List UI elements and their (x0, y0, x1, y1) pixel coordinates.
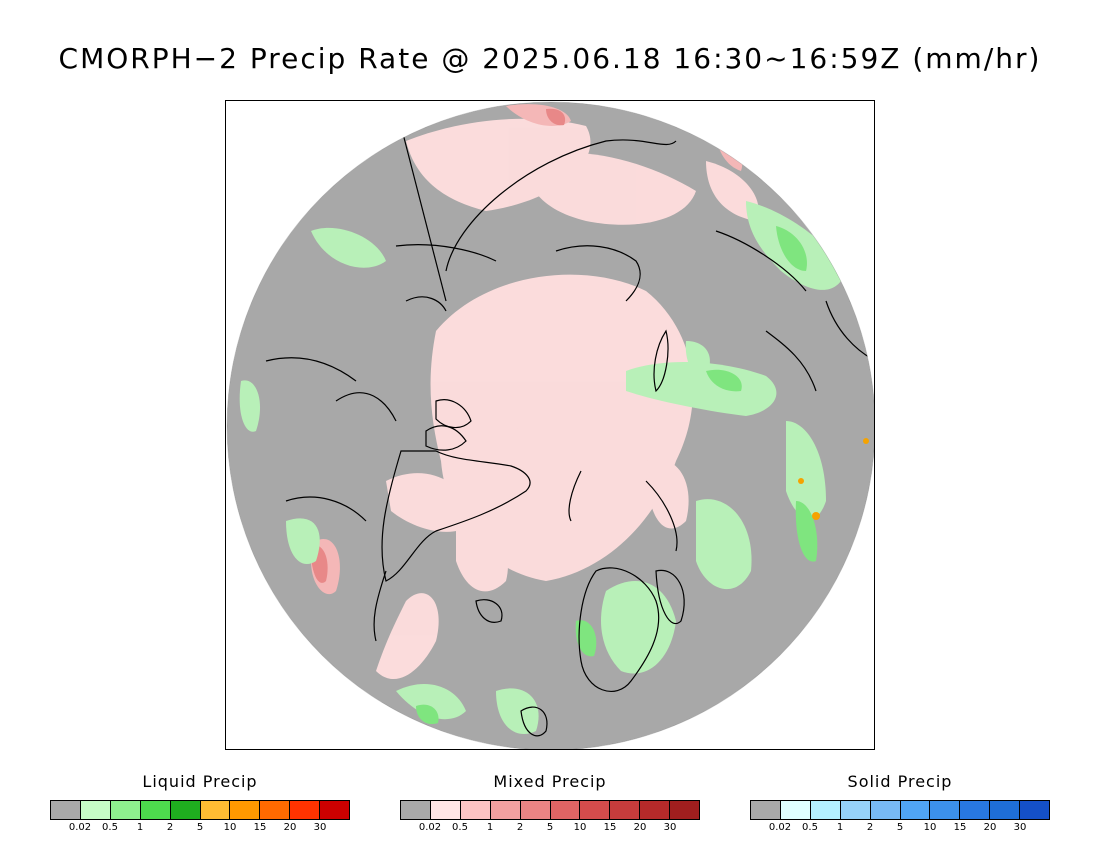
color-swatch (520, 801, 551, 819)
tick-label: 5 (546, 822, 554, 833)
tick-label: 10 (923, 822, 937, 833)
color-swatch (580, 801, 611, 819)
color-swatch (810, 801, 841, 819)
color-swatch (930, 801, 961, 819)
tick-label: 0.5 (452, 822, 468, 833)
color-swatch (960, 801, 991, 819)
tick-label: 1 (136, 822, 144, 833)
tick-labels: 0.02 0.5 1 2 5 10 15 20 30 (50, 822, 350, 836)
color-swatch (1020, 801, 1050, 819)
color-swatch (401, 801, 431, 819)
color-swatch (751, 801, 781, 819)
color-swatch (170, 801, 201, 819)
color-swatch (110, 801, 141, 819)
tick-label: 0.02 (418, 822, 442, 833)
polar-precip-map (226, 101, 874, 749)
tick-label: 30 (1013, 822, 1027, 833)
color-swatch (320, 801, 350, 819)
tick-label: 0.5 (802, 822, 818, 833)
color-swatch (900, 801, 931, 819)
tick-label: 5 (196, 822, 204, 833)
color-swatch (140, 801, 171, 819)
color-swatch (780, 801, 811, 819)
tick-label: 20 (633, 822, 647, 833)
color-swatch (550, 801, 581, 819)
legend-mixed-precip: Mixed Precip 0.02 0.5 1 2 5 10 15 20 30 (400, 772, 700, 836)
tick-label: 2 (516, 822, 524, 833)
color-swatch (990, 801, 1021, 819)
coastlines (265, 125, 874, 737)
tick-label: 5 (896, 822, 904, 833)
color-scale (50, 800, 350, 820)
tick-label: 20 (983, 822, 997, 833)
color-scale (750, 800, 1050, 820)
map-panel (225, 100, 875, 750)
tick-label: 0.02 (68, 822, 92, 833)
tick-label: 30 (313, 822, 327, 833)
tick-label: 15 (603, 822, 617, 833)
mixed-precip-areas (376, 118, 759, 680)
color-swatch (260, 801, 291, 819)
legend-title: Solid Precip (847, 772, 953, 791)
legend-solid-precip: Solid Precip 0.02 0.5 1 2 5 10 15 20 30 (750, 772, 1050, 836)
liquid-precip-green (416, 226, 818, 725)
legend-title: Liquid Precip (142, 772, 258, 791)
color-swatch (490, 801, 521, 819)
color-swatch (51, 801, 81, 819)
legend-title: Mixed Precip (493, 772, 607, 791)
color-swatch (840, 801, 871, 819)
tick-label: 10 (573, 822, 587, 833)
color-swatch (870, 801, 901, 819)
tick-label: 2 (166, 822, 174, 833)
color-swatch (290, 801, 321, 819)
color-swatch (230, 801, 261, 819)
tick-label: 20 (283, 822, 297, 833)
tick-label: 1 (836, 822, 844, 833)
liquid-precip-heavy (798, 438, 869, 520)
color-swatch (80, 801, 111, 819)
tick-labels: 0.02 0.5 1 2 5 10 15 20 30 (750, 822, 1050, 836)
color-swatch (670, 801, 700, 819)
tick-labels: 0.02 0.5 1 2 5 10 15 20 30 (400, 822, 700, 836)
tick-label: 0.5 (102, 822, 118, 833)
tick-label: 2 (866, 822, 874, 833)
map-title: CMORPH−2 Precip Rate @ 2025.06.18 16:30~… (58, 42, 1042, 75)
legend-liquid-precip: Liquid Precip 0.02 0.5 1 2 5 10 15 20 30 (50, 772, 350, 836)
color-scale (400, 800, 700, 820)
tick-label: 10 (223, 822, 237, 833)
tick-label: 15 (953, 822, 967, 833)
tick-label: 15 (253, 822, 267, 833)
tick-label: 1 (486, 822, 494, 833)
color-swatch (610, 801, 641, 819)
color-swatch (460, 801, 491, 819)
color-swatch (430, 801, 461, 819)
color-swatch (200, 801, 231, 819)
tick-label: 0.02 (768, 822, 792, 833)
tick-label: 30 (663, 822, 677, 833)
color-swatch (640, 801, 671, 819)
